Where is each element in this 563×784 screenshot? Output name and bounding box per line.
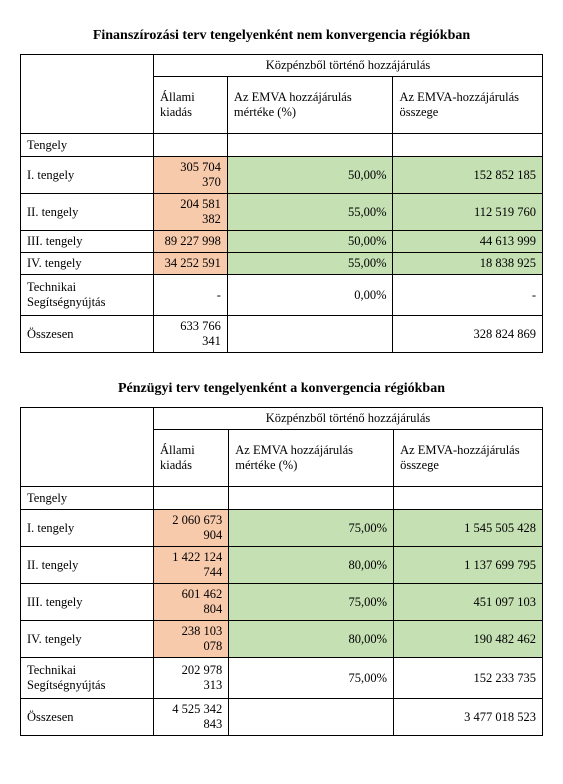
table1-group-header: Közpénzből történő hozzájárulás <box>154 55 543 77</box>
table1-title: Finanszírozási terv tengelyenként nem ko… <box>20 28 543 44</box>
table-row: IV. tengely 238 103 078 80,00% 190 482 4… <box>21 621 543 658</box>
cell-pct: 0,00% <box>227 275 393 316</box>
row-label: Összesen <box>21 316 154 353</box>
cell-allami: 202 978 313 <box>154 658 229 699</box>
table-row: I. tengely 2 060 673 904 75,00% 1 545 50… <box>21 510 543 547</box>
cell-pct: 55,00% <box>227 253 393 275</box>
cell-allami: 204 581 382 <box>154 194 228 231</box>
cell-allami: 633 766 341 <box>154 316 228 353</box>
table-row-tech: Technikai Segítségnyújtás 202 978 313 75… <box>21 658 543 699</box>
table2-col-allami: Állami kiadás <box>154 430 229 487</box>
table2: Közpénzből történő hozzájárulás Állami k… <box>20 407 543 736</box>
cell-emva: 18 838 925 <box>393 253 543 275</box>
tengely-label: Tengely <box>21 487 154 510</box>
cell-emva: 1 545 505 428 <box>394 510 543 547</box>
row-label: II. tengely <box>21 194 154 231</box>
table2-col-pct: Az EMVA hozzájárulás mértéke (%) <box>229 430 394 487</box>
table1-col-pct: Az EMVA hozzájárulás mértéke (%) <box>227 77 393 134</box>
row-label: IV. tengely <box>21 253 154 275</box>
cell-emva: 328 824 869 <box>393 316 543 353</box>
cell-emva: 112 519 760 <box>393 194 543 231</box>
table2-tengely-row: Tengely <box>21 487 543 510</box>
cell-pct: 80,00% <box>229 621 394 658</box>
cell-allami: 34 252 591 <box>154 253 228 275</box>
row-label: Összesen <box>21 699 154 736</box>
row-label: Technikai Segítségnyújtás <box>21 658 154 699</box>
row-label: I. tengely <box>21 157 154 194</box>
cell-emva: 1 137 699 795 <box>394 547 543 584</box>
empty-cell <box>229 487 394 510</box>
table-row: IV. tengely 34 252 591 55,00% 18 838 925 <box>21 253 543 275</box>
cell-pct: 75,00% <box>229 584 394 621</box>
cell-emva: 190 482 462 <box>394 621 543 658</box>
tengely-label: Tengely <box>21 134 154 157</box>
cell-allami: 305 704 370 <box>154 157 228 194</box>
empty-cell <box>154 487 229 510</box>
cell-allami: 89 227 998 <box>154 231 228 253</box>
table2-col-emva: Az EMVA-hozzájárulás összege <box>394 430 543 487</box>
cell-allami: 1 422 124 744 <box>154 547 229 584</box>
table-row: III. tengely 601 462 804 75,00% 451 097 … <box>21 584 543 621</box>
cell-emva: 152 233 735 <box>394 658 543 699</box>
table-row: III. tengely 89 227 998 50,00% 44 613 99… <box>21 231 543 253</box>
row-label: II. tengely <box>21 547 154 584</box>
row-label: I. tengely <box>21 510 154 547</box>
empty-cell <box>154 134 228 157</box>
table1-col-allami: Állami kiadás <box>154 77 228 134</box>
empty-cell <box>394 487 543 510</box>
row-label: III. tengely <box>21 584 154 621</box>
table2-title: Pénzügyi terv tengelyenként a konvergenc… <box>20 381 543 397</box>
table-row-total: Összesen 633 766 341 328 824 869 <box>21 316 543 353</box>
cell-allami: 4 525 342 843 <box>154 699 229 736</box>
table1-corner <box>21 55 154 134</box>
cell-pct: 75,00% <box>229 510 394 547</box>
cell-allami: 601 462 804 <box>154 584 229 621</box>
cell-pct: 50,00% <box>227 157 393 194</box>
empty-cell <box>393 134 543 157</box>
cell-pct: 55,00% <box>227 194 393 231</box>
cell-pct: 80,00% <box>229 547 394 584</box>
cell-pct <box>229 699 394 736</box>
cell-emva: 3 477 018 523 <box>394 699 543 736</box>
table-row-tech: Technikai Segítségnyújtás - 0,00% - <box>21 275 543 316</box>
cell-emva: 152 852 185 <box>393 157 543 194</box>
cell-allami: 238 103 078 <box>154 621 229 658</box>
table1: Közpénzből történő hozzájárulás Állami k… <box>20 54 543 353</box>
cell-emva: 451 097 103 <box>394 584 543 621</box>
table-row: II. tengely 204 581 382 55,00% 112 519 7… <box>21 194 543 231</box>
cell-emva: 44 613 999 <box>393 231 543 253</box>
cell-pct: 50,00% <box>227 231 393 253</box>
cell-pct: 75,00% <box>229 658 394 699</box>
table1-col-emva: Az EMVA-hozzájárulás összege <box>393 77 543 134</box>
cell-pct <box>227 316 393 353</box>
cell-emva: - <box>393 275 543 316</box>
table1-tengely-row: Tengely <box>21 134 543 157</box>
row-label: Technikai Segítségnyújtás <box>21 275 154 316</box>
table-row: II. tengely 1 422 124 744 80,00% 1 137 6… <box>21 547 543 584</box>
table2-group-header: Közpénzből történő hozzájárulás <box>154 408 543 430</box>
table2-corner <box>21 408 154 487</box>
empty-cell <box>227 134 393 157</box>
row-label: III. tengely <box>21 231 154 253</box>
cell-allami: 2 060 673 904 <box>154 510 229 547</box>
table-row-total: Összesen 4 525 342 843 3 477 018 523 <box>21 699 543 736</box>
row-label: IV. tengely <box>21 621 154 658</box>
table-row: I. tengely 305 704 370 50,00% 152 852 18… <box>21 157 543 194</box>
cell-allami: - <box>154 275 228 316</box>
